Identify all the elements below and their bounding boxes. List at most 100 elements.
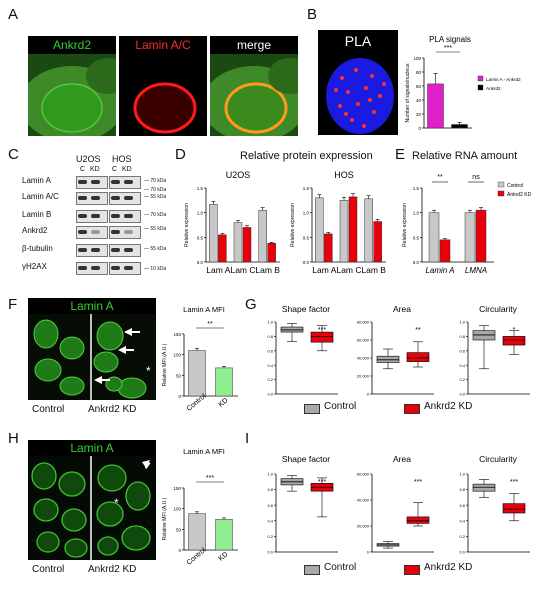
lamin-a-image-h (28, 456, 156, 560)
bar (439, 239, 451, 263)
bar (258, 209, 267, 263)
mfi-chart-title: Lamin A MFI (183, 305, 225, 314)
legend-swatch-kd-g (404, 404, 420, 414)
significance-marker: ns (472, 174, 480, 181)
y-tick-label: 50 (176, 527, 182, 532)
y-tick-label: 20 (416, 112, 422, 117)
y-tick-label: 40,000 (357, 498, 370, 503)
bar (242, 227, 252, 263)
y-tick-label: 1.5 (197, 186, 204, 191)
y-tick-label: 1.5 (413, 186, 420, 191)
blot-band (78, 214, 87, 218)
box (502, 503, 526, 514)
x-category-label: Lam B (361, 265, 386, 275)
legend-label: Ankrd2 KD (507, 192, 532, 198)
blot-band (124, 230, 133, 234)
x-category-label: KD (218, 551, 230, 563)
y-tick-label: 0.6 (267, 503, 273, 508)
blot-band (111, 180, 120, 184)
panel-label-a: A (8, 6, 19, 23)
blot-band (124, 180, 133, 184)
blot-band (91, 230, 100, 234)
y-axis-label: Relative expression (184, 203, 190, 247)
bar (267, 243, 276, 263)
western-blot: U2OS HOS C KD C KD Lamin A Lamin A/C Lamin B Ankr… (20, 150, 180, 295)
y-tick-label: 1.5 (303, 186, 310, 191)
bar (428, 212, 440, 263)
merge-image (210, 54, 298, 136)
y-tick-label: 0 (367, 550, 370, 555)
blot-band-label: Ankrd2 (22, 226, 48, 235)
legend-label: Control (507, 183, 523, 189)
significance-marker: *** (318, 327, 326, 334)
area-chart-i: Area 0 20,000 40,000 60,000 *** (357, 454, 434, 555)
y-tick-label: 0.2 (459, 377, 465, 382)
blot-marker: — 55 kDa (144, 246, 167, 252)
blot-band (91, 214, 100, 218)
y-tick-label: 60 (416, 84, 422, 89)
chart-title: HOS (334, 170, 354, 180)
blot-band (78, 196, 87, 200)
panel-label-f: F (8, 296, 18, 313)
legend-swatch (477, 84, 484, 91)
y-tick-label: 0.4 (459, 518, 465, 523)
y-tick-label: 1.0 (267, 472, 273, 477)
y-tick-label: 1.0 (267, 320, 273, 325)
shape-factor-chart-i: Shape factor 0.0 0.2 0.4 0.6 0.8 1.0 *** (267, 454, 338, 555)
blot-band (111, 214, 120, 218)
y-tick-label: 0.2 (459, 534, 465, 539)
x-category-label: Lam A (312, 265, 336, 275)
legend-label-kd-g: Ankrd2 KD (424, 401, 473, 412)
lamin-image (119, 54, 207, 136)
pla-image-label: PLA (344, 33, 372, 49)
y-tick-label: 1.0 (413, 211, 420, 216)
blot-band (111, 230, 120, 234)
bar (218, 234, 227, 263)
asterisk-f: * (146, 364, 151, 378)
y-tick-label: 0.6 (459, 348, 465, 353)
y-tick-label: 0.4 (267, 363, 273, 368)
y-tick-label: 80,000 (357, 320, 370, 325)
panel-label-d: D (175, 146, 186, 163)
blot-band (91, 196, 100, 200)
blot-band (111, 196, 120, 200)
box (502, 336, 526, 346)
mfi-chart-title: Lamin A MFI (183, 447, 225, 456)
y-tick-label: 20,000 (357, 524, 370, 529)
bar (215, 367, 233, 397)
y-axis-label: Relative MFI (A.U.) (162, 497, 168, 540)
y-axis-label: Relative expression (290, 203, 296, 247)
box-chart-title: Circularity (479, 304, 518, 314)
area-chart-g: Area 0 20,000 40,000 60,000 80,000 ** (357, 304, 434, 397)
y-tick-label: 0.6 (267, 348, 273, 353)
significance-marker: * (513, 327, 516, 334)
caption-control-f: Control (32, 404, 65, 415)
circularity-chart-g: Circularity 0.0 0.2 0.4 0.6 0.8 1.0 * (459, 304, 530, 397)
pla-chart-title: PLA signals (429, 35, 471, 44)
circularity-chart-i: Circularity 0.0 0.2 0.4 0.6 0.8 1.0 *** (459, 454, 530, 555)
panel-label-b: B (307, 6, 318, 23)
legend-swatch (477, 75, 484, 82)
y-tick-label: 40,000 (357, 356, 370, 361)
blot-marker: — 55 kDa (144, 194, 167, 200)
y-tick-label: 0.0 (197, 260, 204, 265)
blot-band (124, 266, 133, 270)
blot-band (111, 248, 120, 252)
micrograph-merge: merge (210, 36, 298, 136)
x-category-label: Lam C (336, 265, 361, 275)
bar (188, 513, 206, 551)
blot-band (91, 248, 100, 252)
pla-image (318, 30, 398, 135)
chart-title: U2OS (226, 170, 251, 180)
y-tick-label: 1.0 (459, 472, 465, 477)
significance-marker: *** (206, 475, 214, 482)
caption-kd-f: Ankrd2 KD (88, 404, 137, 415)
blot-band (91, 180, 100, 184)
panel-label-i: I (245, 430, 250, 447)
panel-label-c: C (8, 146, 19, 163)
blot-cell-hos: HOS (112, 154, 132, 164)
significance-marker: ** (415, 327, 421, 334)
